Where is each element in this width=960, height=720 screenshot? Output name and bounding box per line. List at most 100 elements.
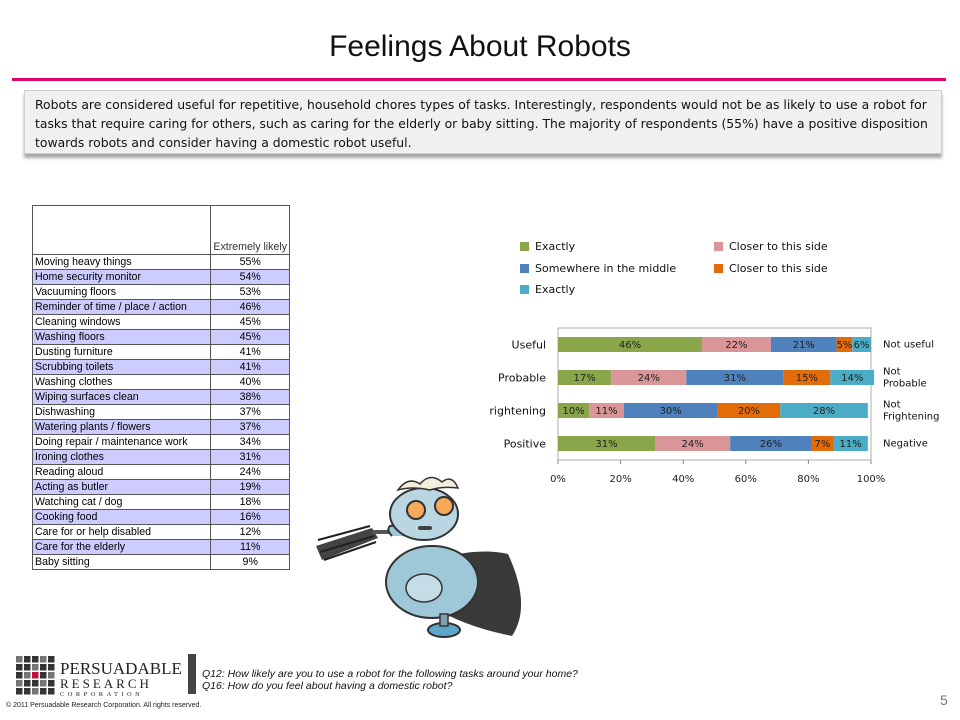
- task-value-cell: 45%: [210, 329, 290, 345]
- task-value-cell: 18%: [210, 494, 290, 510]
- table-row: Reminder of time / place / action 46%: [31, 299, 290, 315]
- task-name-cell: Dishwashing: [31, 404, 212, 420]
- slide-title: Feelings About Robots: [329, 30, 631, 63]
- task-value-cell: 40%: [210, 374, 290, 390]
- logo-square: [48, 656, 55, 663]
- logo-square: [16, 664, 23, 671]
- task-name-cell: Vacuuming floors: [31, 284, 212, 300]
- task-value-cell: 24%: [210, 464, 290, 480]
- legend-label: Closer to this side: [729, 262, 828, 275]
- table-row: Care for the elderly 11%: [31, 539, 290, 555]
- task-value-cell: 38%: [210, 389, 290, 405]
- table-row: Dishwashing 37%: [31, 404, 290, 420]
- data-label: 21%: [793, 340, 815, 351]
- bar-segment: [558, 436, 656, 451]
- x-tick-label: 40%: [672, 474, 694, 485]
- data-label: 15%: [796, 373, 818, 384]
- task-value-cell: 9%: [210, 554, 290, 570]
- task-value-cell: 19%: [210, 479, 290, 495]
- task-name-cell: Scrubbing toilets: [31, 359, 212, 375]
- task-name-cell: Acting as butler: [31, 479, 212, 495]
- category-label: Probable: [498, 372, 546, 385]
- table-header-blank: [31, 205, 212, 255]
- data-label: 10%: [563, 406, 585, 417]
- bar-segment: [623, 403, 718, 418]
- bar-segment: [701, 337, 771, 352]
- robot-attitudes-chart: Exactly Closer to this side Somewhere in t…: [490, 240, 939, 485]
- task-name-cell: Watching cat / dog: [31, 494, 212, 510]
- data-label: 17%: [573, 373, 595, 384]
- task-name-cell: Moving heavy things: [31, 254, 212, 270]
- logo-square: [40, 664, 47, 671]
- logo-square: [16, 656, 23, 663]
- table-row: Watching cat / dog 18%: [31, 494, 290, 510]
- task-value-cell: 53%: [210, 284, 290, 300]
- bar-segment: [558, 370, 612, 385]
- task-name-cell: Cleaning windows: [31, 314, 212, 330]
- data-label: 14%: [841, 373, 863, 384]
- bar-segment: [780, 403, 868, 418]
- bar-segment: [686, 370, 784, 385]
- data-label: 24%: [638, 373, 660, 384]
- table-header-extremely-likely: Extremely likely: [210, 205, 290, 255]
- task-name-cell: Care for or help disabled: [31, 524, 212, 540]
- table-row: Acting as butler 19%: [31, 479, 290, 495]
- table-row: Moving heavy things 55%: [31, 254, 290, 270]
- legend-label: Closer to this side: [729, 240, 828, 253]
- logo-square: [40, 688, 47, 695]
- right-side-label: Not Frightening: [883, 400, 939, 423]
- data-label: 30%: [660, 406, 682, 417]
- logo-square: [40, 672, 47, 679]
- logo-square: [48, 688, 55, 695]
- task-name-cell: Cooking food: [31, 509, 212, 525]
- task-name-cell: Reminder of time / place / action: [31, 299, 212, 315]
- svg-text:PERSUADABLE: PERSUADABLE: [60, 659, 182, 678]
- legend-label: Exactly: [535, 283, 576, 296]
- bar-segment: [611, 370, 687, 385]
- logo-square: [40, 656, 47, 663]
- title-divider: [12, 78, 946, 81]
- table-row: Reading aloud 24%: [31, 464, 290, 480]
- plot-area-border: [557, 327, 872, 461]
- legend-swatch: [714, 242, 723, 251]
- data-label: 46%: [619, 340, 641, 351]
- task-value-cell: 12%: [210, 524, 290, 540]
- task-value-cell: 16%: [210, 509, 290, 525]
- legend-swatch: [520, 264, 529, 273]
- task-value-cell: 37%: [210, 419, 290, 435]
- logo-square: [32, 664, 39, 671]
- robot-maid-illustration: [316, 476, 522, 638]
- logo-square: [24, 672, 31, 679]
- category-label: Positive: [504, 438, 547, 451]
- data-label: 28%: [813, 406, 835, 417]
- table-row: Cleaning windows 45%: [31, 314, 290, 330]
- logo-square: [40, 680, 47, 687]
- bar-segment: [589, 403, 624, 418]
- task-value-cell: 41%: [210, 344, 290, 360]
- bar-segment: [811, 436, 834, 451]
- task-name-cell: Watering plants / flowers: [31, 419, 212, 435]
- task-value-cell: 54%: [210, 269, 290, 285]
- table-row: Wiping surfaces clean 38%: [31, 389, 290, 405]
- logo-square: [16, 672, 23, 679]
- x-tick-label: 60%: [735, 474, 757, 485]
- logo-square: [48, 664, 55, 671]
- bar-segment: [836, 337, 853, 352]
- question-q12: Q12: How likely are you to use a robot f…: [202, 668, 578, 680]
- logo-square: [24, 664, 31, 671]
- page-number: 5: [940, 692, 948, 708]
- table-row: Scrubbing toilets 41%: [31, 359, 290, 375]
- task-value-cell: 46%: [210, 299, 290, 315]
- task-name-cell: Washing clothes: [31, 374, 212, 390]
- task-name-cell: Doing repair / maintenance work: [31, 434, 212, 450]
- right-side-label: Not Probable: [883, 367, 927, 390]
- logo-square: [32, 688, 39, 695]
- task-value-cell: 37%: [210, 404, 290, 420]
- feather-duster-icon: [316, 525, 392, 561]
- table-row: Home security monitor 54%: [31, 269, 290, 285]
- bar-segment: [770, 337, 837, 352]
- table-row: Baby sitting 9%: [31, 554, 290, 570]
- legend-swatch: [714, 264, 723, 273]
- table-row: Care for or help disabled 12%: [31, 524, 290, 540]
- legend-swatch: [520, 242, 529, 251]
